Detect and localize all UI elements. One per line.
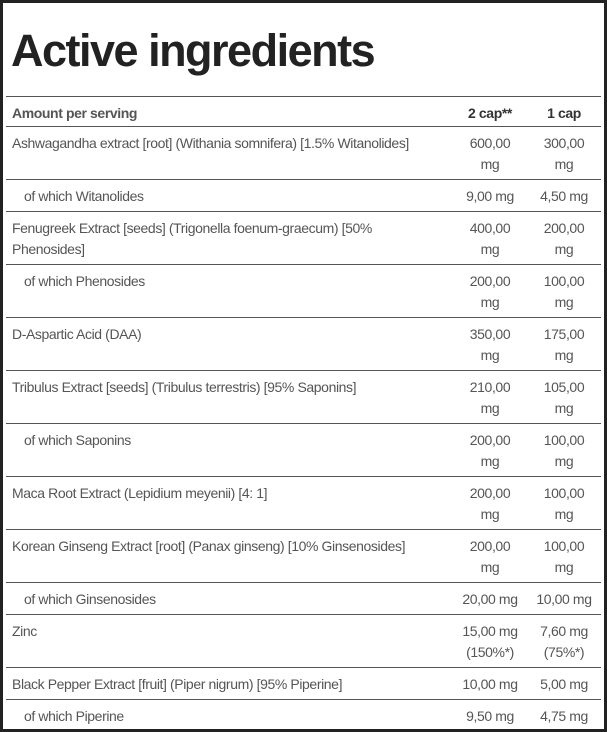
table-row: of which Witanolides 9,00 mg 4,50 mg <box>6 179 601 212</box>
value-2cap: 15,00 mg (150%*) <box>453 614 527 668</box>
value-2cap: 10,00 mg <box>453 667 527 700</box>
value-2cap: 200,00 mg <box>453 264 527 318</box>
ingredient-name: of which Witanolides <box>6 179 453 212</box>
value-2cap: 9,00 mg <box>453 179 527 212</box>
value-2cap: 400,00 mg <box>453 211 527 265</box>
ingredients-table: Amount per serving 2 cap** 1 cap Ashwaga… <box>6 96 601 731</box>
table-row: Zinc 15,00 mg (150%*) 7,60 mg (75%*) <box>6 614 601 668</box>
ingredient-name: Zinc <box>6 614 453 668</box>
ingredient-name: Korean Ginseng Extract [root] (Panax gin… <box>6 529 453 583</box>
header-1cap: 1 cap <box>527 96 601 127</box>
value-2cap: 200,00 mg <box>453 423 527 477</box>
value-1cap: 7,60 mg (75%*) <box>527 614 601 668</box>
table-row: of which Saponins 200,00 mg 100,00 mg <box>6 423 601 477</box>
table-row: D-Aspartic Acid (DAA) 350,00 mg 175,00 mg <box>6 317 601 371</box>
value-2cap: 200,00 mg <box>453 476 527 530</box>
ingredient-name: of which Phenosides <box>6 264 453 318</box>
table-row: Tribulus Extract [seeds] (Tribulus terre… <box>6 370 601 424</box>
ingredient-name: of which Saponins <box>6 423 453 477</box>
ingredient-name: Fenugreek Extract [seeds] (Trigonella fo… <box>6 211 453 265</box>
table-row: of which Ginsenosides 20,00 mg 10,00 mg <box>6 582 601 615</box>
value-1cap: 105,00 mg <box>527 370 601 424</box>
table-row: of which Piperine 9,50 mg 4,75 mg <box>6 699 601 731</box>
table-row: Ashwagandha extract [root] (Withania som… <box>6 126 601 180</box>
value-1cap: 4,50 mg <box>527 179 601 212</box>
value-1cap: 300,00 mg <box>527 126 601 180</box>
ingredient-name: of which Ginsenosides <box>6 582 453 615</box>
value-1cap: 4,75 mg <box>527 699 601 731</box>
ingredient-name: of which Piperine <box>6 699 453 731</box>
value-1cap: 200,00 mg <box>527 211 601 265</box>
header-2cap: 2 cap** <box>453 96 527 127</box>
value-2cap: 200,00 mg <box>453 529 527 583</box>
value-1cap: 100,00 mg <box>527 264 601 318</box>
ingredient-name: Tribulus Extract [seeds] (Tribulus terre… <box>6 370 453 424</box>
ingredient-name: D-Aspartic Acid (DAA) <box>6 317 453 371</box>
value-1cap: 175,00 mg <box>527 317 601 371</box>
value-1cap: 5,00 mg <box>527 667 601 700</box>
ingredient-name: Black Pepper Extract [fruit] (Piper nigr… <box>6 667 453 700</box>
value-1cap: 100,00 mg <box>527 529 601 583</box>
table-row: Korean Ginseng Extract [root] (Panax gin… <box>6 529 601 583</box>
value-1cap: 100,00 mg <box>527 423 601 477</box>
ingredient-name: Maca Root Extract (Lepidium meyenii) [4:… <box>6 476 453 530</box>
value-2cap: 20,00 mg <box>453 582 527 615</box>
table-row: Fenugreek Extract [seeds] (Trigonella fo… <box>6 211 601 265</box>
table-row: of which Phenosides 200,00 mg 100,00 mg <box>6 264 601 318</box>
table-header: Amount per serving 2 cap** 1 cap <box>6 96 601 127</box>
ingredient-name: Ashwagandha extract [root] (Withania som… <box>6 126 453 180</box>
value-1cap: 100,00 mg <box>527 476 601 530</box>
value-2cap: 600,00 mg <box>453 126 527 180</box>
page-title: Active ingredients <box>11 25 376 76</box>
value-1cap: 10,00 mg <box>527 582 601 615</box>
value-2cap: 350,00 mg <box>453 317 527 371</box>
value-2cap: 210,00 mg <box>453 370 527 424</box>
table-row: Black Pepper Extract [fruit] (Piper nigr… <box>6 667 601 700</box>
header-amount: Amount per serving <box>6 96 453 127</box>
table-row: Maca Root Extract (Lepidium meyenii) [4:… <box>6 476 601 530</box>
value-2cap: 9,50 mg <box>453 699 527 731</box>
